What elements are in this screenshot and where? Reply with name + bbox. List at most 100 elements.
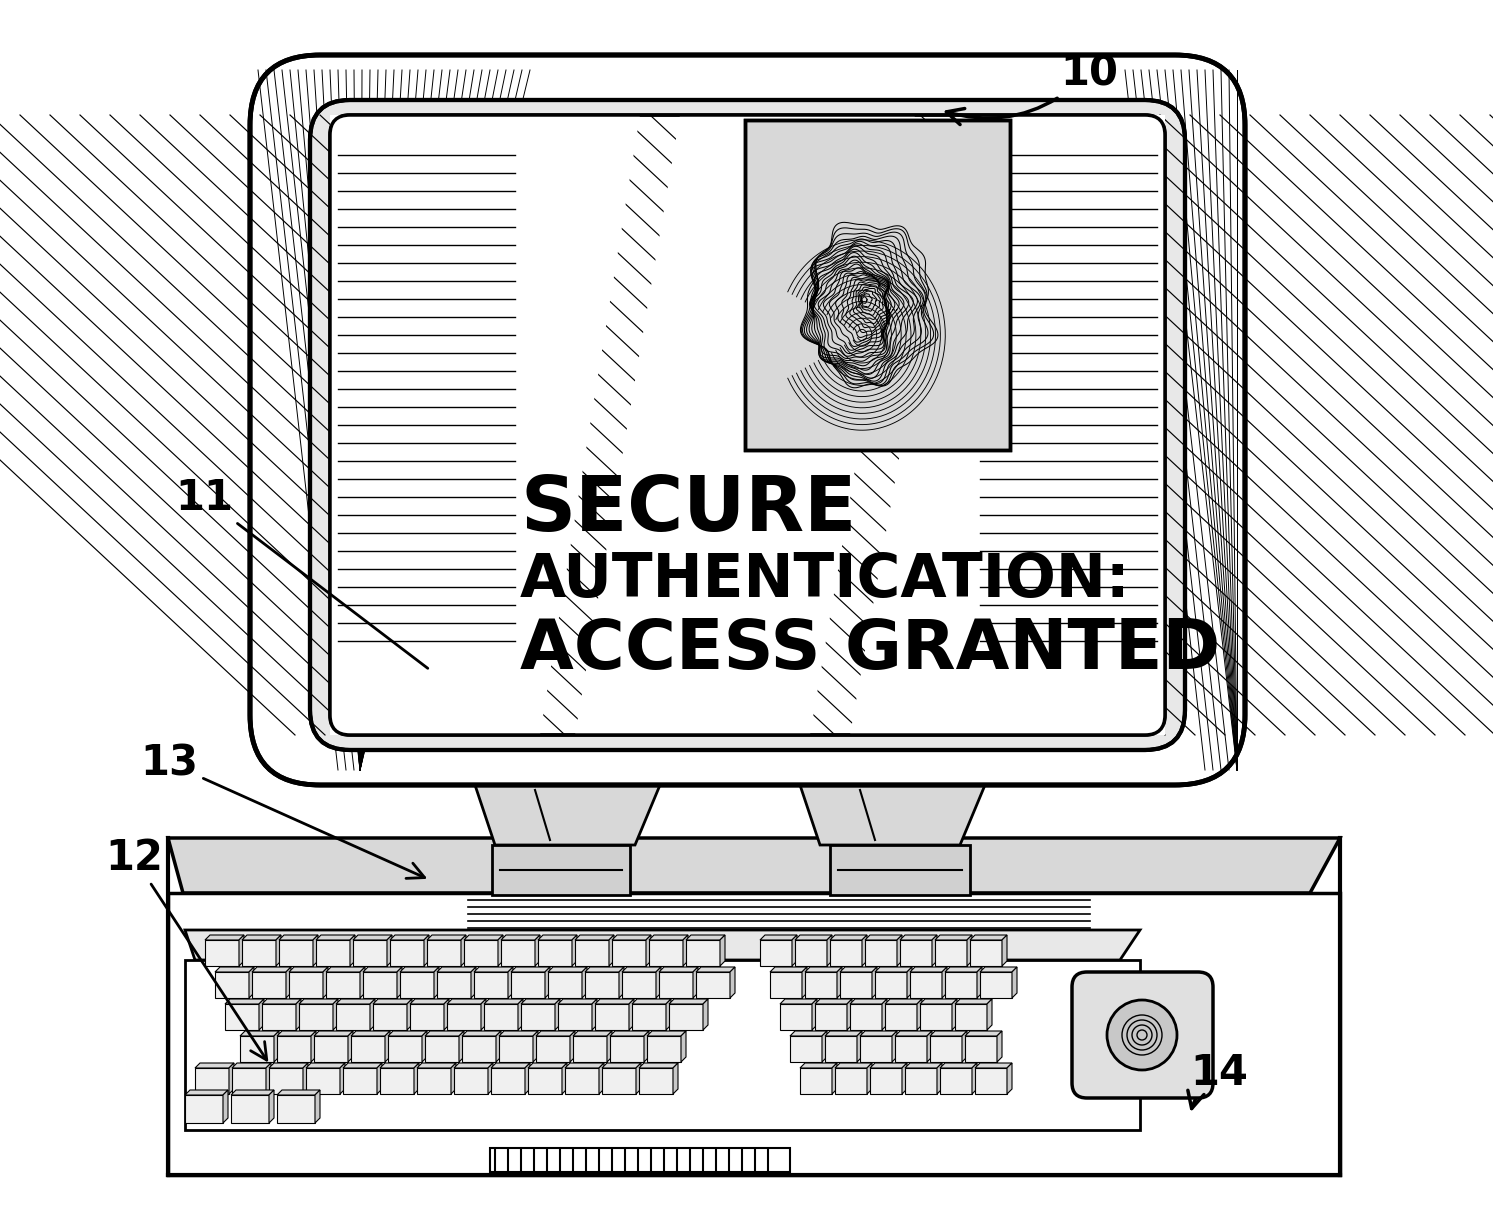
Bar	[585, 972, 620, 998]
Bar	[411, 1004, 443, 1031]
Polygon shape	[315, 1090, 320, 1123]
Bar	[875, 972, 908, 998]
Polygon shape	[643, 1031, 649, 1062]
Polygon shape	[927, 1031, 932, 1062]
Polygon shape	[249, 968, 254, 998]
Polygon shape	[861, 935, 867, 966]
Bar	[864, 940, 897, 966]
Polygon shape	[649, 935, 688, 940]
Text: 13: 13	[140, 742, 424, 878]
Bar	[894, 1035, 927, 1062]
Bar	[779, 1004, 812, 1031]
Text: 12: 12	[105, 837, 267, 1060]
Polygon shape	[779, 999, 817, 1004]
Polygon shape	[850, 115, 1165, 735]
Polygon shape	[696, 968, 735, 972]
Polygon shape	[935, 935, 972, 940]
Polygon shape	[454, 1063, 493, 1068]
Bar	[426, 1035, 458, 1062]
Bar	[381, 1068, 414, 1094]
Polygon shape	[832, 1063, 838, 1094]
Bar	[575, 940, 609, 966]
Bar	[363, 972, 397, 998]
Bar	[805, 972, 838, 998]
Bar	[830, 845, 970, 895]
Polygon shape	[938, 1063, 942, 1094]
Bar	[373, 1004, 408, 1031]
Bar	[850, 1004, 882, 1031]
Polygon shape	[558, 999, 597, 1004]
Polygon shape	[222, 1090, 228, 1123]
Polygon shape	[360, 968, 364, 998]
Polygon shape	[908, 968, 912, 998]
Polygon shape	[582, 968, 587, 998]
Polygon shape	[240, 1031, 279, 1035]
Bar	[499, 1035, 533, 1062]
Polygon shape	[349, 935, 355, 966]
Polygon shape	[496, 1031, 502, 1062]
Polygon shape	[720, 935, 726, 966]
Polygon shape	[897, 935, 902, 966]
Polygon shape	[381, 1063, 420, 1068]
Bar	[573, 1035, 608, 1062]
Bar	[870, 1068, 902, 1094]
Bar	[696, 972, 730, 998]
Bar	[826, 1035, 857, 1062]
Polygon shape	[185, 1090, 228, 1095]
FancyBboxPatch shape	[311, 101, 1185, 750]
Bar	[225, 1004, 258, 1031]
Polygon shape	[258, 999, 264, 1031]
Polygon shape	[325, 968, 364, 972]
Polygon shape	[330, 115, 640, 735]
Bar	[970, 940, 1002, 966]
Polygon shape	[970, 935, 1006, 940]
Polygon shape	[370, 999, 375, 1031]
Bar	[306, 1068, 340, 1094]
Polygon shape	[575, 935, 614, 940]
Polygon shape	[632, 999, 670, 1004]
Bar	[464, 940, 499, 966]
Polygon shape	[317, 935, 355, 940]
Polygon shape	[612, 935, 651, 940]
Polygon shape	[561, 1063, 567, 1094]
Polygon shape	[669, 999, 708, 1004]
Polygon shape	[351, 1031, 390, 1035]
Polygon shape	[340, 1063, 345, 1094]
Bar	[612, 940, 646, 966]
Polygon shape	[239, 935, 243, 966]
Polygon shape	[872, 968, 876, 998]
Polygon shape	[681, 1031, 685, 1062]
Polygon shape	[296, 999, 302, 1031]
Bar	[800, 1068, 832, 1094]
Polygon shape	[278, 1090, 320, 1095]
Polygon shape	[941, 1063, 976, 1068]
Polygon shape	[400, 968, 439, 972]
Polygon shape	[266, 1063, 272, 1094]
FancyBboxPatch shape	[249, 54, 1245, 785]
Polygon shape	[548, 968, 587, 972]
Polygon shape	[169, 838, 1341, 893]
Bar	[830, 940, 861, 966]
Polygon shape	[215, 968, 254, 972]
Polygon shape	[964, 1031, 1002, 1035]
Polygon shape	[812, 999, 817, 1031]
Polygon shape	[900, 935, 938, 940]
Bar	[602, 1068, 636, 1094]
Polygon shape	[1012, 968, 1017, 998]
Text: 14: 14	[1188, 1052, 1248, 1108]
Polygon shape	[470, 968, 476, 998]
Bar	[269, 1068, 303, 1094]
Polygon shape	[526, 1063, 530, 1094]
Polygon shape	[864, 935, 902, 940]
Polygon shape	[352, 935, 393, 940]
Polygon shape	[423, 1031, 427, 1062]
Polygon shape	[805, 968, 842, 972]
Polygon shape	[443, 999, 449, 1031]
Polygon shape	[800, 785, 985, 845]
Bar	[343, 1068, 378, 1094]
Bar	[278, 1035, 311, 1062]
Bar	[461, 1035, 496, 1062]
Bar	[446, 1004, 481, 1031]
Bar	[941, 1068, 972, 1094]
Polygon shape	[942, 968, 947, 998]
